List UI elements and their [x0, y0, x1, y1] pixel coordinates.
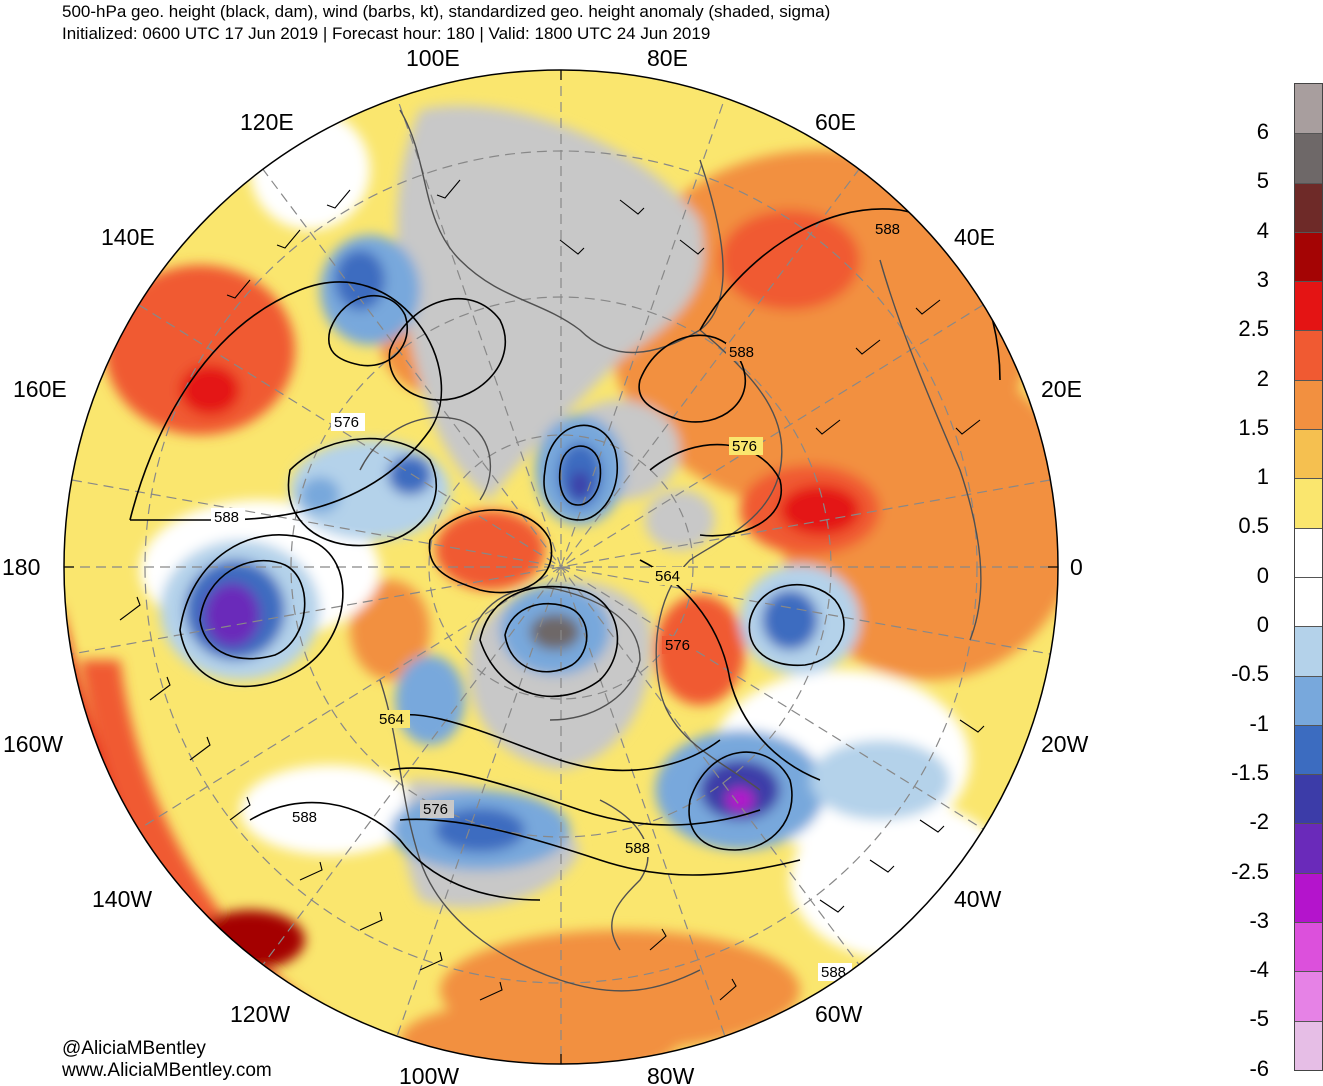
colorbar-tick-label: -3	[1249, 907, 1269, 933]
lon-label-140w: 140W	[92, 886, 152, 912]
lon-label-0: 0	[1070, 554, 1083, 580]
map-subtitle: Initialized: 0600 UTC 17 Jun 2019 | Fore…	[62, 24, 711, 43]
lon-label-100w: 100W	[399, 1063, 459, 1086]
colorbar-cell	[1295, 675, 1322, 725]
lon-label-80e: 80E	[647, 45, 688, 71]
colorbar-tick-label: 3	[1256, 266, 1269, 292]
colorbar-tick-label: -4	[1249, 957, 1269, 983]
colorbar-cell	[1295, 872, 1322, 923]
colorbar-cell	[1295, 922, 1322, 972]
lon-label-20e: 20E	[1041, 376, 1082, 402]
coastlines	[359, 109, 982, 992]
colorbar-tick-label: 4	[1256, 217, 1269, 243]
lon-label-180: 180	[2, 554, 40, 580]
colorbar-tick-label: -1.5	[1231, 759, 1269, 785]
map-title: 500-hPa geo. height (black, dam), wind (…	[62, 2, 831, 21]
lon-label-60e: 60E	[815, 109, 856, 135]
contour-label: 564	[379, 711, 404, 728]
colorbar-tick-label: 2.5	[1238, 316, 1269, 342]
colorbar-cell	[1295, 478, 1322, 528]
colorbar-cell	[1295, 182, 1322, 232]
colorbar-cell	[1295, 330, 1322, 380]
contour-label: 576	[665, 637, 690, 654]
lon-label-60w: 60W	[815, 1001, 863, 1027]
colorbar-cell	[1295, 576, 1322, 627]
anomaly-shading: 588 588 576 576 588 564 576 564 576 588 …	[64, 70, 1058, 1064]
lon-label-120w: 120W	[230, 1001, 290, 1027]
contour-label: 576	[732, 438, 757, 455]
contour-label: 576	[423, 801, 448, 818]
wind-barbs	[119, 179, 985, 1041]
lon-label-120e: 120E	[240, 109, 294, 135]
colorbar-tick-label: 5	[1256, 168, 1269, 194]
colorbar-cell	[1295, 823, 1322, 873]
colorbar-cell	[1295, 971, 1322, 1021]
contour-label: 564	[655, 568, 680, 585]
colorbar-tick-label: -6	[1249, 1055, 1269, 1081]
colorbar-tick-label: -2.5	[1231, 858, 1269, 884]
contour-label: 576	[334, 414, 359, 431]
lon-label-160w: 160W	[3, 731, 63, 757]
colorbar-cell	[1295, 1020, 1322, 1070]
lon-label-40w: 40W	[954, 886, 1002, 912]
colorbar-cell	[1295, 231, 1322, 282]
colorbar	[1294, 83, 1323, 1071]
colorbar-tick-label: 6	[1256, 119, 1269, 144]
credit-handle: @AliciaMBentley	[62, 1038, 206, 1059]
colorbar-tick-label: 1	[1256, 464, 1269, 490]
perimeter-ticks	[64, 70, 1058, 1064]
colorbar-cell	[1295, 626, 1322, 676]
colorbar-tick-label: 0.5	[1238, 513, 1269, 539]
contour-labels: 588 588 576 576 588 564 576 564 576 588 …	[211, 220, 906, 981]
colorbar-tick-label: -1	[1249, 710, 1269, 736]
colorbar-cell	[1295, 429, 1322, 479]
colorbar-cell	[1295, 84, 1322, 134]
colorbar-cell	[1295, 133, 1322, 183]
colorbar-tick-label: 2	[1256, 365, 1269, 391]
colorbar-tick-label: -2	[1249, 809, 1269, 835]
contour-label: 588	[292, 809, 317, 826]
colorbar-cell	[1295, 527, 1322, 577]
colorbar-tick-label: 0	[1256, 612, 1269, 637]
contour-label: 588	[875, 221, 900, 238]
longitude-labels: 100E 80E 120E 60E 140E 40E 160E 20E 180 …	[2, 45, 1089, 1086]
contour-label: 588	[625, 840, 650, 857]
colorbar-cell	[1295, 281, 1322, 331]
colorbar-tick-label: -0.5	[1231, 661, 1269, 687]
colorbar-cell	[1295, 724, 1322, 775]
colorbar-cell	[1295, 774, 1322, 824]
contour-label: 588	[729, 344, 754, 361]
lon-label-40e: 40E	[954, 224, 995, 250]
contour-label: 588	[821, 964, 846, 981]
colorbar-tick-label: 1.5	[1238, 414, 1269, 440]
lon-label-160e: 160E	[13, 376, 67, 402]
colorbar-tick-label: 0	[1256, 562, 1269, 588]
credit-website: www.AliciaMBentley.com	[62, 1060, 272, 1081]
lon-label-20w: 20W	[1041, 731, 1089, 757]
lon-label-100e: 100E	[406, 45, 460, 71]
lon-label-80w: 80W	[647, 1063, 695, 1086]
colorbar-cell	[1295, 379, 1322, 430]
contour-label: 588	[214, 509, 239, 526]
lon-label-140e: 140E	[101, 224, 155, 250]
colorbar-tick-label: -5	[1249, 1006, 1269, 1032]
